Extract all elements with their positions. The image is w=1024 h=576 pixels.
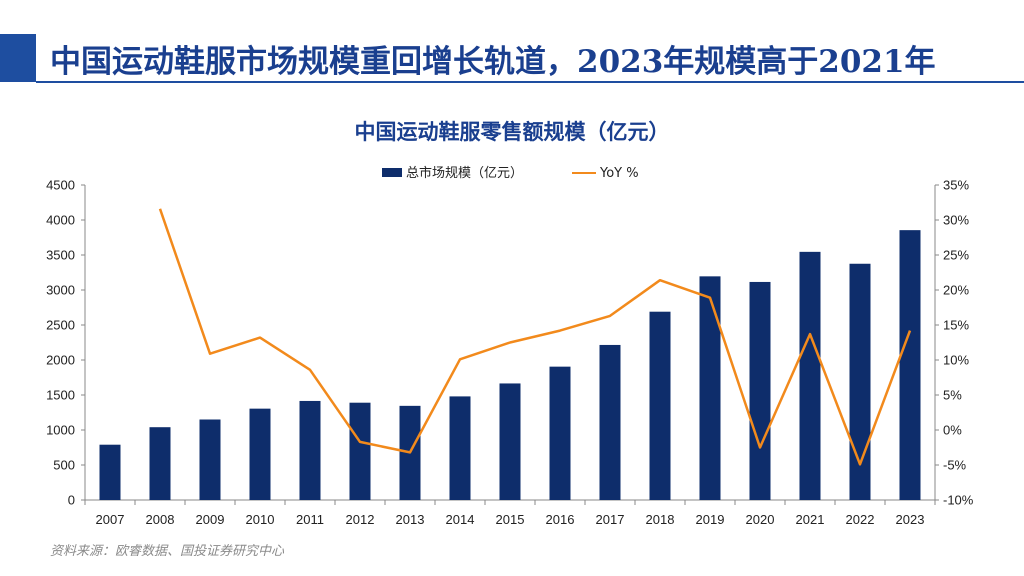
bar (849, 263, 871, 500)
legend-label-line: YoY % (599, 166, 639, 181)
x-tick-label: 2019 (696, 512, 725, 527)
bar (299, 400, 321, 500)
bar (449, 396, 471, 500)
bar (599, 344, 621, 500)
legend-label-bar: 总市场规模（亿元） (406, 165, 523, 181)
x-tick-label: 2012 (346, 512, 375, 527)
yoy-line (158, 208, 912, 466)
y-tick-label: 4500 (46, 178, 75, 193)
chart-legend: 总市场规模（亿元） YoY % (382, 165, 639, 181)
page-title: 中国运动鞋服市场规模重回增长轨道，2023年规模高于2021年 (50, 44, 936, 80)
y2-tick-label: 15% (943, 318, 969, 333)
y-axis-labels: 0 500 1000 1500 2000 2500 3000 3500 4000 4500 (46, 178, 75, 508)
y-tick-label: 1500 (46, 388, 75, 403)
x-tick-label: 2023 (896, 512, 925, 527)
bar-series (99, 230, 921, 500)
y-tick-label: 3000 (46, 283, 75, 298)
x-tick-label: 2013 (396, 512, 425, 527)
y-tick-label: 2500 (46, 318, 75, 333)
y2-tick-label: 35% (943, 178, 969, 193)
x-tick-label: 2015 (496, 512, 525, 527)
y-tick-label: 0 (68, 493, 75, 508)
y2-tick-label: 20% (943, 283, 969, 298)
y-tick-label: 500 (53, 458, 75, 473)
bar (699, 276, 721, 500)
bar (349, 402, 371, 500)
x-tick-label: 2018 (646, 512, 675, 527)
y-tick-label: 4000 (46, 213, 75, 228)
y2-tick-label: -10% (943, 493, 974, 508)
x-tick-label: 2020 (746, 512, 775, 527)
bar (549, 366, 571, 500)
bar (649, 311, 671, 500)
bar (149, 427, 171, 500)
bar (799, 251, 821, 500)
x-tick-label: 2016 (546, 512, 575, 527)
bar (249, 408, 271, 500)
source-note: 资料来源：欧睿数据、国投证券研究中心 (50, 544, 285, 559)
y2-tick-label: -5% (943, 458, 967, 473)
bar (499, 383, 521, 500)
y2-tick-label: 30% (943, 213, 969, 228)
legend-swatch-bar (382, 168, 402, 177)
bar (749, 281, 771, 500)
bar (99, 444, 121, 500)
x-tick-label: 2021 (796, 512, 825, 527)
title-accent-bar (0, 34, 36, 82)
x-tick-label: 2008 (146, 512, 175, 527)
title-divider (36, 81, 1024, 83)
x-tick-label: 2007 (96, 512, 125, 527)
bar (199, 419, 221, 500)
y2-axis-labels: -10% -5% 0% 5% 10% 15% 20% 25% 30% 35% (943, 178, 974, 508)
y-tick-label: 1000 (46, 423, 75, 438)
y2-tick-label: 10% (943, 353, 969, 368)
x-axis-labels: 2007 2008 2009 2010 2011 2012 2013 2014 2015 2016… (96, 512, 925, 527)
line-series (158, 208, 912, 466)
x-tick-label: 2022 (846, 512, 875, 527)
x-tick-label: 2009 (196, 512, 225, 527)
x-tick-label: 2010 (246, 512, 275, 527)
y2-tick-label: 0% (943, 423, 962, 438)
y2-tick-label: 5% (943, 388, 962, 403)
x-tick-label: 2017 (596, 512, 625, 527)
bar (899, 230, 921, 500)
y-tick-label: 3500 (46, 248, 75, 263)
chart-title: 中国运动鞋服零售额规模（亿元） (354, 119, 670, 144)
x-tick-label: 2014 (446, 512, 475, 527)
y2-tick-label: 25% (943, 248, 969, 263)
y-tick-label: 2000 (46, 353, 75, 368)
x-tick-label: 2011 (296, 512, 324, 527)
